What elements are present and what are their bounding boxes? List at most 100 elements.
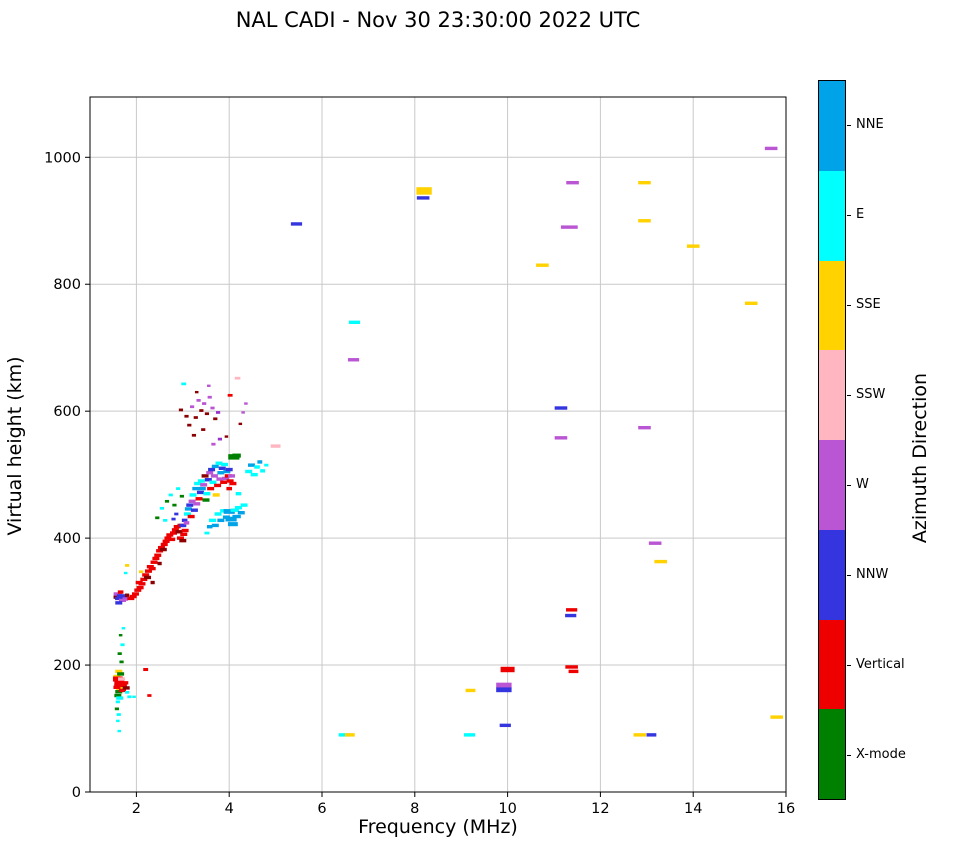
- echo-point: [204, 412, 210, 416]
- echo-point: [260, 469, 266, 473]
- echo-point: [770, 715, 784, 719]
- echo-point: [159, 547, 167, 552]
- echo-point: [241, 411, 245, 414]
- echo-point: [200, 483, 208, 487]
- echo-point: [113, 685, 121, 689]
- echo-point: [198, 486, 206, 491]
- echo-point: [228, 474, 236, 478]
- echo-point: [212, 493, 220, 497]
- echo-point: [123, 571, 128, 575]
- echo-point: [225, 516, 237, 522]
- echo-point: [348, 320, 361, 325]
- echo-point: [344, 733, 355, 737]
- x-tick-label: 8: [410, 801, 419, 817]
- x-tick-label: 14: [684, 801, 702, 817]
- echo-point: [646, 733, 657, 737]
- echo-point: [138, 570, 144, 574]
- echo-point: [207, 384, 211, 387]
- echo-point: [216, 477, 224, 481]
- echo-point: [633, 733, 647, 737]
- echo-point: [115, 700, 120, 704]
- echo-point: [112, 676, 123, 682]
- echo-point: [193, 416, 198, 419]
- y-tick-label: 600: [53, 404, 81, 420]
- echo-point: [264, 463, 269, 467]
- echo-point: [120, 643, 125, 647]
- echo-point: [116, 713, 121, 716]
- x-tick-label: 16: [777, 801, 795, 817]
- echo-point: [565, 613, 577, 618]
- echo-point: [191, 433, 197, 437]
- echo-point: [215, 411, 221, 414]
- colorbar-tick-label: NNE: [856, 117, 884, 132]
- colorbar-tick-label: X-mode: [856, 747, 906, 762]
- y-tick-label: 800: [53, 277, 81, 293]
- colorbar-tick: [847, 395, 851, 396]
- echo-point: [217, 471, 225, 475]
- echo-point: [144, 575, 152, 580]
- echo-point: [208, 518, 216, 523]
- echo-point: [218, 466, 226, 471]
- echo-point: [211, 464, 219, 469]
- echo-point: [215, 461, 223, 465]
- echo-point: [174, 512, 179, 516]
- echo-point: [270, 444, 281, 448]
- echo-point: [186, 503, 194, 507]
- echo-point: [146, 564, 154, 569]
- echo-point: [164, 536, 172, 540]
- x-axis-label: Frequency (MHz): [358, 816, 518, 838]
- echo-point: [176, 487, 181, 490]
- echo-point: [178, 408, 184, 412]
- echo-point: [223, 469, 231, 474]
- echo-point: [223, 509, 235, 514]
- echo-point: [250, 472, 258, 477]
- echo-point: [171, 517, 176, 521]
- echo-point: [152, 556, 160, 561]
- y-tick-label: 200: [53, 658, 81, 674]
- echo-point: [204, 531, 210, 535]
- echo-point: [129, 594, 137, 599]
- colorbar-segment-x-mode: [819, 709, 845, 799]
- echo-point: [125, 690, 130, 694]
- echo-point: [638, 219, 651, 223]
- echo-point: [189, 405, 195, 409]
- echo-point: [194, 390, 199, 394]
- echo-point: [201, 474, 209, 478]
- echo-point: [416, 196, 430, 200]
- echo-point: [648, 541, 662, 545]
- echo-point: [187, 514, 195, 519]
- echo-point: [188, 499, 196, 504]
- echo-point: [171, 528, 179, 532]
- echo-point: [225, 467, 233, 472]
- echo-point: [184, 414, 189, 418]
- colorbar-tick-label: SSW: [856, 387, 886, 402]
- echo-point: [120, 595, 128, 599]
- echo-point: [560, 225, 578, 229]
- colorbar-tick: [847, 485, 851, 486]
- colorbar-segment-ssw: [819, 350, 845, 440]
- echo-point: [347, 358, 360, 362]
- echo-point: [154, 553, 162, 557]
- echo-point: [127, 695, 132, 699]
- echo-point: [234, 376, 241, 380]
- echo-point: [229, 481, 237, 486]
- echo-point: [157, 561, 162, 566]
- echo-point: [232, 453, 241, 458]
- echo-point: [686, 244, 700, 248]
- echo-point: [638, 425, 651, 430]
- echo-point: [245, 469, 253, 474]
- echo-point: [238, 422, 243, 426]
- x-tick-label: 6: [317, 801, 326, 817]
- echo-point: [175, 530, 183, 534]
- echo-point: [211, 523, 219, 528]
- echo-point: [121, 681, 129, 685]
- echo-point: [125, 593, 130, 597]
- colorbar-tick: [847, 575, 851, 576]
- echo-point: [554, 436, 568, 440]
- echo-point: [170, 531, 178, 535]
- echo-point: [172, 503, 177, 507]
- echo-point: [183, 521, 190, 525]
- echo-point: [496, 682, 512, 689]
- echo-point: [257, 460, 263, 464]
- echo-point: [138, 582, 146, 586]
